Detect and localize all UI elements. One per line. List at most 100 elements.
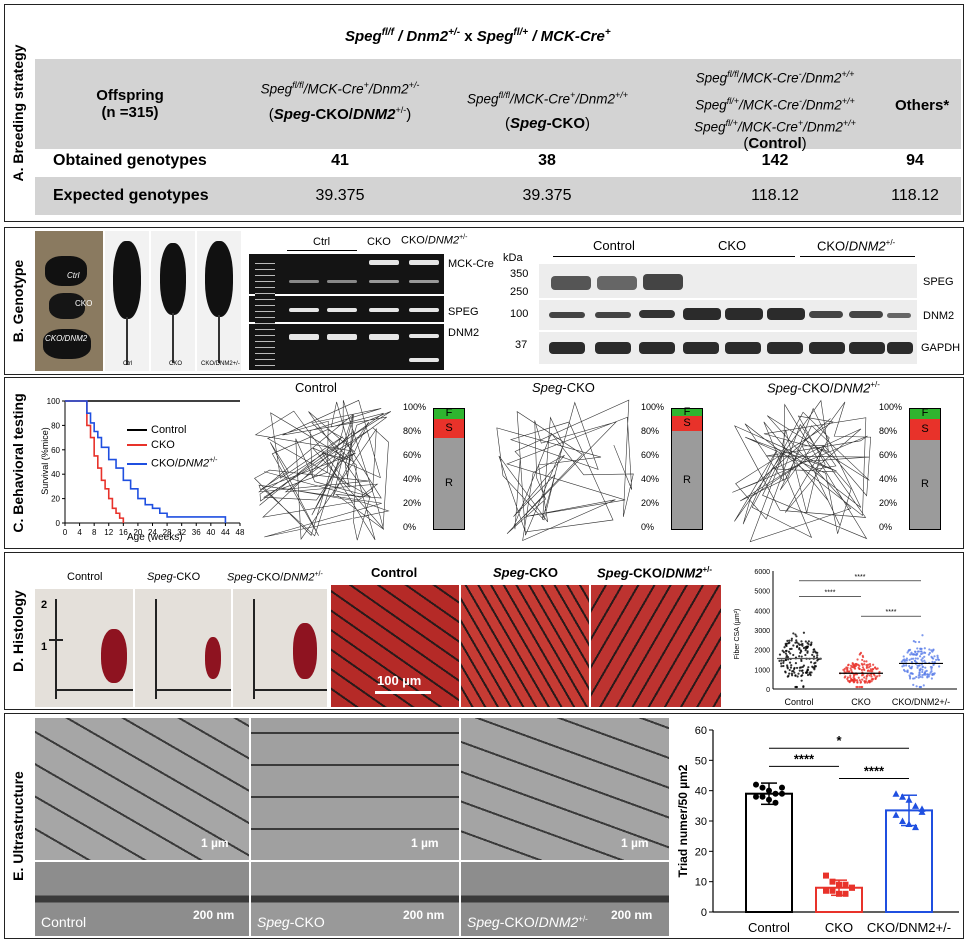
gel-mck-cre (249, 254, 444, 294)
csa-point (931, 660, 934, 664)
track-title-cko: Speg-CKO (532, 380, 595, 395)
csa-point (806, 641, 809, 645)
csa-point (924, 666, 927, 669)
csa-point (921, 657, 924, 660)
csa-point (917, 674, 920, 677)
csa-point (810, 641, 813, 644)
expected-1: 39.375 (315, 187, 365, 204)
legend-cko: CKO (127, 438, 217, 453)
panel-d-histology: D. Histology Control Speg-CKO Speg-CKO/D… (4, 552, 964, 710)
csa-point (812, 655, 816, 658)
survival-x-tick-label: 28 (163, 528, 172, 537)
survival-y-tick-label: 60 (51, 446, 60, 455)
csa-point (878, 674, 881, 677)
csa-point (784, 644, 787, 647)
stack-tick-label: 0% (641, 522, 655, 532)
em-label-dko: Speg-CKO/DNM2+/- (467, 914, 588, 930)
triad-point (753, 781, 759, 788)
csa-point (795, 666, 799, 670)
triad-tick-label: 10 (695, 877, 707, 889)
em-scale-nm-1: 200 nm (193, 908, 235, 922)
expected-4: 118.12 (891, 187, 939, 204)
csa-point (857, 663, 860, 666)
stack-tick-label: 20% (403, 498, 422, 508)
mouse-strip-dko: CKO/DNM2+/- (197, 231, 241, 371)
survival-xlabel: Age (weeks) (127, 532, 183, 543)
panel-a-side-label: A. Breeding strategy (10, 44, 26, 182)
csa-point (921, 668, 924, 671)
stack-bar-control: 100% 80% 60% 40% 20% 0% F S R (403, 402, 471, 548)
csa-point (849, 677, 853, 681)
stack-bar-cko: 100% 80% 60% 40% 20% 0% F S R (641, 402, 709, 548)
csa-tick-label: 3000 (754, 628, 770, 635)
csa-point (791, 674, 794, 677)
csa-point (915, 653, 918, 657)
gel-header-dko: CKO/DNM2+/- (401, 234, 468, 247)
csa-point (871, 668, 874, 671)
track-path (496, 399, 634, 542)
csa-point (798, 655, 801, 658)
csa-point (916, 666, 919, 669)
csa-sig-label: **** (886, 609, 897, 616)
csa-group-label: Control (784, 697, 813, 707)
csa-point (919, 650, 923, 653)
em-scale-nm-3: 200 nm (611, 908, 653, 922)
csa-point (936, 654, 939, 657)
csa-group-label: CKO/DNM2+/- (892, 697, 950, 707)
triad-tick-label: 30 (695, 816, 707, 828)
csa-point (923, 655, 926, 658)
em-control-bottom (35, 862, 249, 936)
survival-y-tick-label: 100 (47, 397, 61, 406)
obtained-3: 142 (761, 152, 789, 169)
em-label-cko: Speg-CKO (257, 914, 325, 930)
csa-point (856, 685, 859, 689)
csa-point (780, 665, 783, 668)
wb-header-cko: CKO (718, 238, 747, 253)
csa-point (914, 657, 917, 660)
csa-point (923, 659, 926, 662)
csa-point (908, 664, 911, 668)
csa-tick-label: 5000 (754, 589, 770, 596)
stack-tick-label: 20% (641, 498, 660, 508)
csa-point (785, 656, 788, 659)
stack-tick-label: 40% (879, 474, 898, 484)
wb-line-ctrl (553, 256, 683, 257)
triad-point (779, 790, 785, 797)
triad-point (892, 790, 900, 797)
csa-point (871, 678, 874, 681)
csa-point (794, 662, 798, 665)
csa-point (910, 657, 913, 660)
csa-point (918, 640, 921, 644)
em-scale-3: 1 µm (621, 836, 649, 850)
csa-point (856, 658, 859, 661)
stack-tick-label: 100% (641, 402, 665, 412)
csa-point (916, 647, 919, 650)
csa-point (914, 640, 917, 644)
csa-point (921, 676, 924, 679)
csa-point (851, 663, 855, 666)
triad-sig-label: * (836, 733, 842, 748)
ruler-1: 1 (41, 641, 48, 653)
obtained-4: 94 (906, 152, 924, 169)
csa-point (813, 662, 816, 665)
csa-point (860, 668, 863, 672)
triad-point (912, 823, 919, 831)
csa-point (802, 631, 806, 634)
panel-e-ultrastructure: E. Ultrastructure 1 µm 1 µm 1 µm Control… (4, 713, 964, 939)
survival-x-tick-label: 48 (236, 528, 245, 537)
stack-tick-label: 80% (879, 426, 898, 436)
csa-point (873, 666, 877, 669)
csa-point (918, 655, 922, 658)
csa-point (870, 675, 873, 678)
triad-point (759, 793, 766, 800)
genotype-col4: Others* (895, 97, 950, 114)
csa-point (869, 673, 873, 676)
csa-point (918, 668, 921, 672)
survival-x-tick-label: 44 (221, 528, 230, 537)
csa-point (868, 674, 871, 677)
histology-dko (591, 585, 721, 707)
stack-tick-label: 60% (641, 450, 660, 460)
triad-point (836, 890, 842, 897)
